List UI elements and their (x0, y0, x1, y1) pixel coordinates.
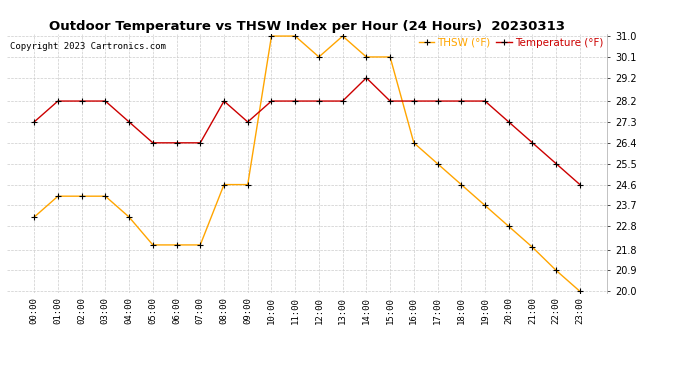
Temperature (°F) (315, 99, 323, 103)
THSW (°F) (529, 245, 537, 249)
Temperature (°F) (148, 141, 157, 145)
Temperature (°F) (267, 99, 275, 103)
Temperature (°F) (291, 99, 299, 103)
THSW (°F) (244, 182, 252, 187)
THSW (°F) (196, 243, 204, 247)
Temperature (°F) (481, 99, 489, 103)
Temperature (°F) (30, 120, 39, 124)
Temperature (°F) (77, 99, 86, 103)
Temperature (°F) (575, 182, 584, 187)
Temperature (°F) (101, 99, 110, 103)
THSW (°F) (101, 194, 110, 198)
THSW (°F) (410, 141, 418, 145)
Legend: THSW (°F), Temperature (°F): THSW (°F), Temperature (°F) (415, 34, 607, 52)
Temperature (°F) (125, 120, 133, 124)
THSW (°F) (220, 182, 228, 187)
Temperature (°F) (433, 99, 442, 103)
Temperature (°F) (552, 162, 560, 166)
THSW (°F) (386, 55, 394, 59)
Temperature (°F) (457, 99, 466, 103)
Temperature (°F) (54, 99, 62, 103)
Temperature (°F) (504, 120, 513, 124)
Temperature (°F) (529, 141, 537, 145)
THSW (°F) (77, 194, 86, 198)
THSW (°F) (481, 203, 489, 208)
THSW (°F) (54, 194, 62, 198)
THSW (°F) (315, 55, 323, 59)
Temperature (°F) (220, 99, 228, 103)
Temperature (°F) (172, 141, 181, 145)
THSW (°F) (552, 268, 560, 273)
Title: Outdoor Temperature vs THSW Index per Hour (24 Hours)  20230313: Outdoor Temperature vs THSW Index per Ho… (49, 20, 565, 33)
THSW (°F) (433, 162, 442, 166)
THSW (°F) (575, 289, 584, 294)
THSW (°F) (30, 215, 39, 219)
Temperature (°F) (339, 99, 347, 103)
THSW (°F) (504, 224, 513, 229)
Temperature (°F) (410, 99, 418, 103)
Temperature (°F) (362, 76, 371, 80)
Temperature (°F) (244, 120, 252, 124)
Temperature (°F) (386, 99, 394, 103)
Line: THSW (°F): THSW (°F) (32, 33, 582, 294)
THSW (°F) (148, 243, 157, 247)
Text: Copyright 2023 Cartronics.com: Copyright 2023 Cartronics.com (10, 42, 166, 51)
THSW (°F) (125, 215, 133, 219)
Line: Temperature (°F): Temperature (°F) (32, 75, 582, 188)
THSW (°F) (172, 243, 181, 247)
Temperature (°F) (196, 141, 204, 145)
THSW (°F) (267, 34, 275, 38)
THSW (°F) (457, 182, 466, 187)
THSW (°F) (291, 34, 299, 38)
THSW (°F) (362, 55, 371, 59)
THSW (°F) (339, 34, 347, 38)
